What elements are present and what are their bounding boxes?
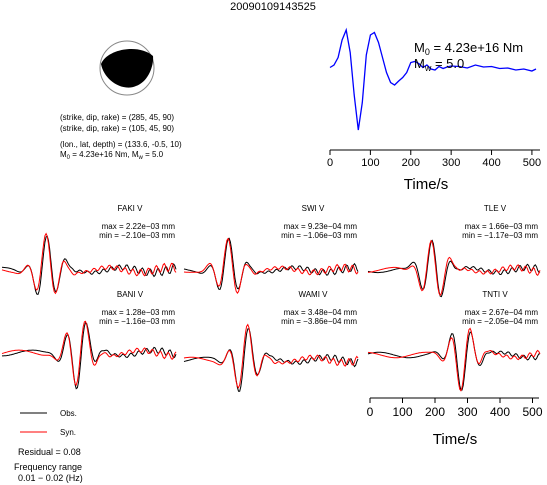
stf-mw-label: Mw = 5.0: [414, 56, 464, 73]
stf-x-tick-label: 400: [482, 157, 500, 169]
waveform-x-tick-label: 500: [522, 405, 542, 419]
waveform-time-axis: 0 100 200 300 400 500 Time/s: [367, 397, 543, 448]
station-name: SWI V: [302, 204, 325, 213]
legend-syn-label: Syn.: [60, 428, 76, 437]
station-panel-tle: TLE V max = 1.66e−03 mm min = −1.17e−03 …: [367, 204, 541, 298]
station-min: min = −3.86e−04 mm: [281, 317, 357, 326]
synthetic-trace: [1, 232, 177, 295]
mechanism-plane-2: (strike, dip, rake) = (105, 45, 90): [60, 124, 174, 133]
waveform-x-tick-label: 300: [457, 405, 477, 419]
station-min: min = −1.17e−03 mm: [462, 231, 538, 240]
source-time-function-chart: 0 100 200 300 400 500 Time/s M0 = 4.23e+16 Nm…: [327, 27, 541, 193]
synthetic-trace: [367, 327, 541, 392]
beachball: [99, 40, 155, 96]
station-min: min = −2.10e−03 mm: [99, 231, 175, 240]
waveform-x-tick-label: 400: [490, 405, 510, 419]
frequency-range-title: Frequency range: [14, 462, 82, 472]
residual-label: Residual = 0.08: [18, 447, 81, 457]
station-min: min = −2.05e−04 mm: [462, 317, 538, 326]
legend-obs-label: Obs.: [60, 409, 77, 418]
station-panel-bani: BANI V max = 1.28e−03 mm min = −1.16e−03…: [1, 290, 177, 390]
station-panel-faki: FAKI V max = 2.22e−03 mm min = −2.10e−03…: [1, 204, 177, 295]
station-min: min = −1.16e−03 mm: [99, 317, 175, 326]
station-max: max = 2.22e−03 mm: [102, 222, 176, 231]
beachball-compression-quadrant: [101, 49, 154, 88]
stf-m0-label: M0 = 4.23e+16 Nm: [414, 40, 523, 57]
station-max: max = 1.66e−03 mm: [465, 222, 539, 231]
station-name: TNTI V: [482, 290, 508, 299]
station-max: max = 1.28e−03 mm: [102, 308, 176, 317]
waveform-x-tick-label: 200: [425, 405, 445, 419]
station-panel-tnti: TNTI V max = 2.67e−04 mm min = −2.05e−04…: [367, 290, 541, 392]
station-name: BANI V: [117, 290, 144, 299]
stf-x-label: Time/s: [404, 176, 448, 193]
stf-x-tick-label: 100: [361, 157, 379, 169]
station-panel-wami: WAMI V max = 3.48e−04 mm min = −3.86e−04…: [183, 290, 359, 392]
synthetic-trace: [1, 320, 177, 387]
station-panel-swi: SWI V max = 9.23e−04 mm min = −1.06e−03 …: [183, 204, 359, 294]
event-title: 20090109143525: [230, 1, 316, 13]
station-max: max = 3.48e−04 mm: [284, 308, 358, 317]
stf-x-tick-label: 0: [327, 157, 333, 169]
waveform-x-tick-label: 100: [392, 405, 412, 419]
stf-x-tick-label: 200: [402, 157, 420, 169]
observed-trace: [2, 321, 177, 390]
legend: Obs. Syn. Residual = 0.08 Frequency rang…: [14, 409, 83, 483]
observed-trace: [367, 239, 541, 298]
station-name: TLE V: [484, 204, 507, 213]
station-name: FAKI V: [118, 204, 144, 213]
mechanism-m0-mw: M0 = 4.23e+16 Nm, Mw = 5.0: [60, 150, 164, 161]
station-name: WAMI V: [298, 290, 328, 299]
mechanism-location: (lon., lat, depth) = (133.6, -0.5, 10): [60, 140, 182, 149]
stf-x-tick-label: 300: [442, 157, 460, 169]
mechanism-plane-1: (strike, dip, rake) = (285, 45, 90): [60, 113, 174, 122]
waveform-x-tick-label: 0: [367, 405, 374, 419]
observed-trace: [183, 328, 359, 392]
synthetic-trace: [183, 323, 359, 389]
synthetic-trace: [183, 237, 359, 294]
observed-trace: [367, 331, 540, 391]
station-max: max = 2.67e−04 mm: [465, 308, 539, 317]
frequency-range-value: 0.01 − 0.02 (Hz): [18, 473, 83, 483]
synthetic-trace: [367, 239, 541, 297]
station-max: max = 9.23e−04 mm: [284, 222, 358, 231]
stf-curve-line: [329, 27, 537, 131]
stf-x-tick-label: 500: [523, 157, 541, 169]
station-min: min = −1.06e−03 mm: [281, 231, 357, 240]
waveform-x-label: Time/s: [433, 431, 477, 448]
